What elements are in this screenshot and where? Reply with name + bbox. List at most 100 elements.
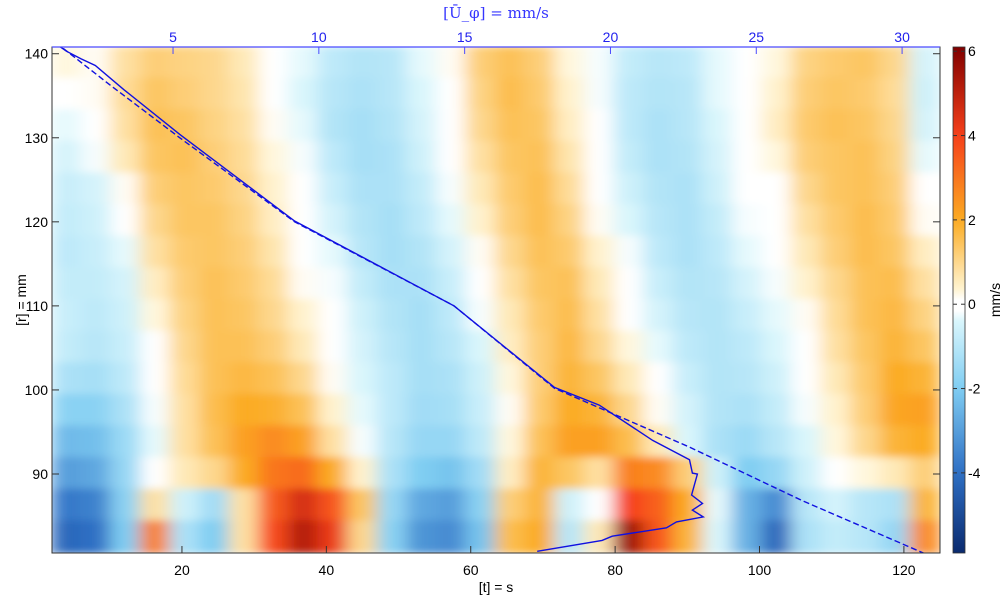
heatmap-cell	[376, 140, 409, 175]
heatmap-cell	[465, 457, 497, 491]
heatmap-cell	[80, 393, 113, 428]
heatmap-cell	[820, 172, 853, 207]
heatmap-cell	[879, 235, 912, 270]
heatmap-cell	[80, 488, 113, 523]
heatmap-cell	[228, 488, 261, 523]
heatmap-cell	[643, 235, 675, 270]
top-x-axis-label: [Ū_φ] = mm/s	[443, 4, 549, 22]
heatmap-cell	[791, 488, 823, 523]
heatmap-cell	[465, 47, 497, 80]
heatmap-cell	[465, 109, 497, 143]
heatmap-cell	[376, 425, 409, 460]
heatmap-cell	[139, 362, 172, 396]
heatmap-cell	[731, 393, 764, 428]
heatmap-cell	[791, 47, 823, 80]
heatmap-cell	[347, 172, 379, 207]
heatmap-cell	[287, 520, 320, 553]
heatmap-cell	[702, 172, 734, 207]
heatmap-cell	[376, 393, 409, 428]
heatmap-cell	[731, 235, 764, 270]
top-x-tick-label: 5	[169, 29, 177, 45]
heatmap-cell	[228, 457, 261, 491]
heatmap-cell	[287, 299, 320, 333]
heatmap-cell	[820, 520, 853, 553]
heatmap-cell	[317, 77, 349, 112]
heatmap-cell	[879, 520, 912, 553]
heatmap-cell	[613, 47, 645, 80]
heatmap-cell	[199, 393, 231, 428]
heatmap-cell	[317, 330, 349, 365]
heatmap-cell	[406, 47, 438, 80]
heatmap-cell	[554, 77, 586, 112]
heatmap-cell	[909, 520, 940, 553]
heatmap-cell	[613, 457, 645, 491]
heatmap-cell	[702, 299, 734, 333]
heatmap-cell	[347, 393, 379, 428]
heatmap-cell	[169, 425, 201, 460]
heatmap-cell	[583, 330, 616, 365]
heatmap-cell	[287, 47, 320, 80]
heatmap-cell	[495, 140, 527, 175]
heatmap-cell	[643, 204, 675, 238]
heatmap-cell	[879, 172, 912, 207]
heatmap-cell	[465, 362, 497, 396]
heatmap-cell	[495, 172, 527, 207]
heatmap-cell	[850, 47, 882, 80]
heatmap-cell	[465, 520, 497, 553]
heatmap-cell	[761, 330, 793, 365]
heatmap-cell	[731, 520, 764, 553]
heatmap-cell	[879, 457, 912, 491]
heatmap-cell	[110, 520, 142, 553]
heatmap-cell	[643, 330, 675, 365]
heatmap-cell	[702, 488, 734, 523]
heatmap-cell	[495, 299, 527, 333]
heatmap-cell	[139, 267, 172, 301]
heatmap-cell	[879, 299, 912, 333]
heatmap-cell	[761, 140, 793, 175]
heatmap-cell	[406, 330, 438, 365]
heatmap-cell	[879, 362, 912, 396]
heatmap-cell	[672, 140, 705, 175]
heatmap-cell	[731, 425, 764, 460]
heatmap-cell	[347, 330, 379, 365]
heatmap-cell	[317, 204, 349, 238]
heatmap-cell	[287, 488, 320, 523]
heatmap-cell	[317, 299, 349, 333]
heatmap-cell	[850, 235, 882, 270]
heatmap-cell	[347, 488, 379, 523]
heatmap-cell	[761, 362, 793, 396]
heatmap-cell	[435, 77, 468, 112]
heatmap-cell	[909, 109, 940, 143]
heatmap-cell	[583, 172, 616, 207]
heatmap-cell	[435, 425, 468, 460]
heatmap-cell	[287, 330, 320, 365]
heatmap-cell	[199, 109, 231, 143]
heatmap-cell	[761, 267, 793, 301]
top-x-tick-label: 20	[603, 29, 619, 45]
heatmap-cell	[435, 140, 468, 175]
heatmap-cell	[376, 299, 409, 333]
heatmap-cell	[169, 520, 201, 553]
heatmap-cell	[139, 520, 172, 553]
heatmap-cell	[376, 109, 409, 143]
heatmap-cell	[672, 267, 705, 301]
heatmap-cell	[435, 488, 468, 523]
heatmap-cell	[820, 267, 853, 301]
heatmap-cell	[406, 235, 438, 270]
heatmap-cell	[554, 267, 586, 301]
heatmap-cell	[791, 362, 823, 396]
heatmap-cell	[702, 393, 734, 428]
colorbar-tick-label: 0	[968, 296, 976, 312]
heatmap-cell	[228, 330, 261, 365]
heatmap-cell	[80, 330, 113, 365]
heatmap-cell	[169, 109, 201, 143]
heatmap-cell	[731, 172, 764, 207]
heatmap-cell	[495, 393, 527, 428]
heatmap-cell	[139, 204, 172, 238]
heatmap-cell	[406, 299, 438, 333]
heatmap-cell	[317, 425, 349, 460]
heatmap-cell	[287, 457, 320, 491]
heatmap-cell	[347, 457, 379, 491]
heatmap-cell	[672, 299, 705, 333]
heatmap-cell	[850, 393, 882, 428]
